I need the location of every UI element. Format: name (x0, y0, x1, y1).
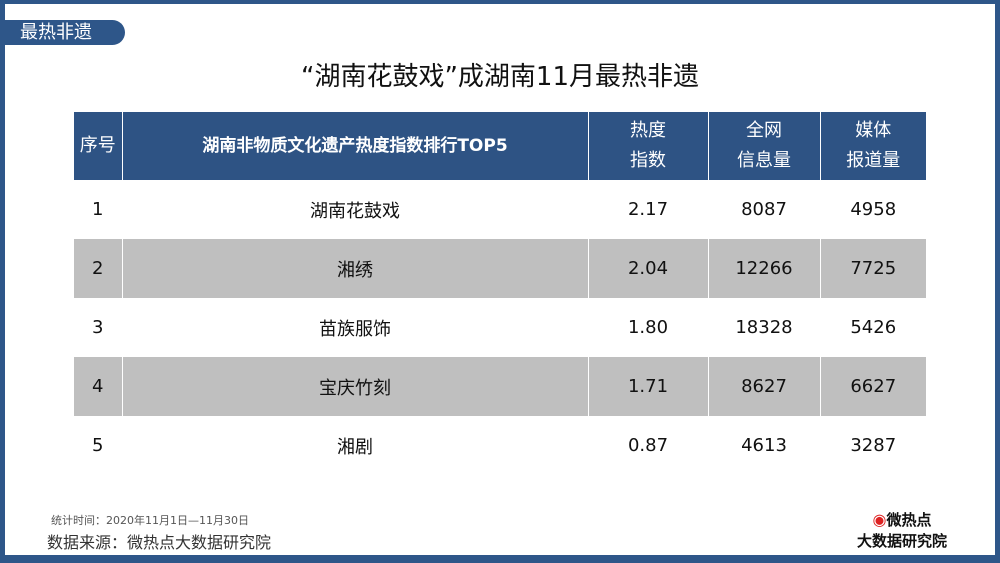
page-title: “湖南花鼓戏”成湖南11月最热非遗 (300, 62, 700, 92)
logo-line2: 大数据研究院 (857, 532, 948, 550)
header-heat-index: 热度 指数 (587, 112, 708, 180)
weibo-eye-icon: ◉ (872, 510, 887, 529)
data-source: 数据来源：微热点大数据研究院 (47, 533, 272, 552)
cell-name: 湘绣 (121, 239, 588, 298)
cell-heat: 1.71 (587, 357, 708, 416)
cell-info: 4613 (707, 416, 820, 475)
table-row: 3 苗族服饰 1.80 18328 5426 (74, 298, 926, 357)
cell-media: 3287 (819, 416, 926, 475)
logo-line1: 微热点 (886, 511, 932, 529)
logo: ◉微热点 大数据研究院 (857, 509, 947, 551)
slide: 最热非遗 “湖南花鼓戏”成湖南11月最热非遗 序号 湖南非物质文化遗产热度指数排… (5, 4, 995, 555)
ranking-table: 序号 湖南非物质文化遗产热度指数排行TOP5 热度 指数 全网 信息量 媒体 报道量 … (74, 112, 926, 475)
header-name: 湖南非物质文化遗产热度指数排行TOP5 (121, 112, 588, 180)
cell-info: 8087 (707, 180, 820, 239)
cell-rank: 2 (74, 239, 122, 298)
cell-media: 6627 (819, 357, 926, 416)
cell-heat: 0.87 (587, 416, 708, 475)
cell-info: 18328 (707, 298, 820, 357)
cell-info: 8627 (707, 357, 820, 416)
cell-heat: 1.80 (587, 298, 708, 357)
cell-name: 湘剧 (121, 416, 588, 475)
cell-info: 12266 (707, 239, 820, 298)
cell-media: 5426 (819, 298, 926, 357)
cell-heat: 2.04 (587, 239, 708, 298)
table-row: 1 湖南花鼓戏 2.17 8087 4958 (74, 180, 926, 239)
cell-media: 4958 (819, 180, 926, 239)
cell-name: 苗族服饰 (121, 298, 588, 357)
cell-rank: 1 (92, 199, 104, 220)
header-media-reports: 媒体 报道量 (819, 112, 926, 180)
cell-media: 7725 (819, 239, 926, 298)
table-row: 2 湘绣 2.04 12266 7725 (74, 239, 926, 298)
cell-rank: 4 (74, 357, 122, 416)
cell-rank: 3 (92, 317, 104, 338)
cell-heat: 2.17 (587, 180, 708, 239)
section-tag: 最热非遗 (5, 20, 125, 45)
cell-rank: 5 (92, 435, 104, 456)
cell-name: 湖南花鼓戏 (121, 180, 588, 239)
table-row: 5 湘剧 0.87 4613 3287 (74, 416, 926, 475)
table-row: 4 宝庆竹刻 1.71 8627 6627 (74, 357, 926, 416)
cell-name: 宝庆竹刻 (121, 357, 588, 416)
header-info-volume: 全网 信息量 (707, 112, 820, 180)
stat-time: 统计时间：2020年11月1日—11月30日 (51, 514, 249, 527)
header-rank: 序号 (74, 112, 122, 180)
